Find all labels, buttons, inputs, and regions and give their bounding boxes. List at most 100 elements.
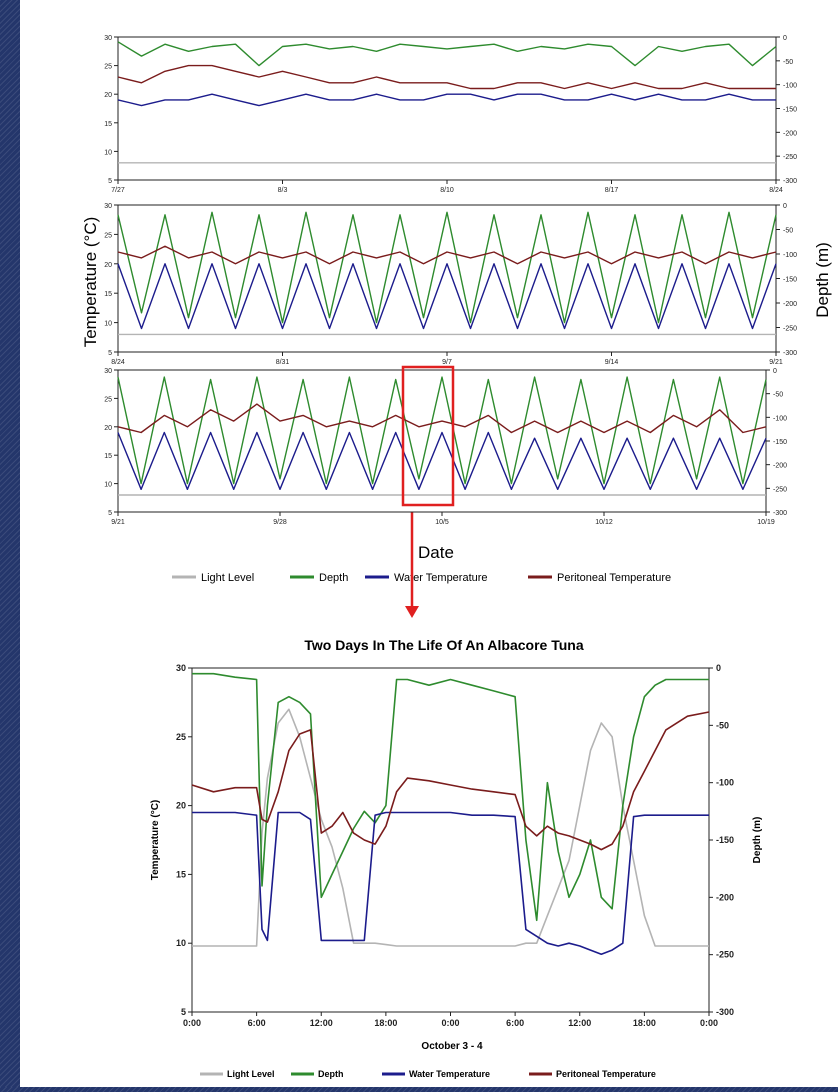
panel-1-y-right-tick-label: -250: [783, 154, 797, 161]
top-y-right-label: Depth (m): [813, 242, 832, 318]
panel-4-series-peritoneal-temperature: [191, 711, 710, 851]
panel-1-y-left-tick-label: 20: [104, 92, 112, 99]
figure-canvas: Temperature (°C) Depth (m) Date Light Le…: [81, 35, 832, 1079]
panel-3-y-right-tick-label: -250: [773, 486, 787, 493]
panel-2-y-right-tick-label: -250: [783, 326, 797, 333]
legend-water-label: Water Temperature: [394, 572, 488, 584]
panel-2-y-right-tick-label: 0: [783, 203, 787, 210]
panel-3-plot-frame: [117, 369, 767, 513]
panel-3-y-left-tick-label: 5: [108, 510, 112, 517]
panel-1-y-left-tick-label: 15: [104, 121, 112, 128]
panel-4-y-right-tick-label: -100: [716, 778, 734, 788]
panel-1-series-water-temperature: [117, 93, 776, 107]
panel-1-y-left-tick-label: 10: [104, 149, 112, 156]
figure-panel: Temperature (°C) Depth (m) Date Light Le…: [20, 0, 838, 1087]
panel-3-x-tick-label: 9/21: [111, 519, 125, 526]
bottom-y-right-label: Depth (m): [752, 817, 763, 864]
panel-4-y-left-tick-label: 5: [181, 1007, 186, 1017]
panel-2-series-peritoneal-temperature: [117, 245, 777, 265]
panel-1-plot-frame: [117, 36, 777, 181]
bottom-legend: Light Level Depth Water Temperature Peri…: [200, 1069, 656, 1079]
panel-2-x-tick-label: 8/31: [276, 359, 290, 366]
panel-2-y-left-tick-label: 25: [104, 232, 112, 239]
panel-4-y-right-tick-label: -250: [716, 950, 734, 960]
panel-4-x-tick-label: 0:00: [700, 1018, 718, 1028]
panel-4-y-right-tick-label: -150: [716, 835, 734, 845]
panel-1-y-right-tick-label: -150: [783, 107, 797, 114]
panel-1-y-right-tick-label: -200: [783, 130, 797, 137]
panel-4-x-tick-label: 18:00: [374, 1018, 397, 1028]
panel-1-x-tick-label: 8/3: [278, 187, 288, 194]
legend-light-label: Light Level: [201, 572, 254, 584]
panel-3-x-tick-label: 10/12: [595, 519, 613, 526]
panel-2-y-left-tick-label: 15: [104, 291, 112, 298]
panel-1-series-peritoneal-temperature: [117, 64, 776, 90]
panel-4-y-left-tick-label: 30: [176, 663, 186, 673]
panel-2-x-tick-label: 9/21: [769, 359, 783, 366]
panel-3-y-right-tick-label: -300: [773, 510, 787, 517]
legend-depth-label: Depth: [318, 1069, 344, 1079]
panel-4-x-tick-label: 0:00: [183, 1018, 201, 1028]
panel-3-y-left-tick-label: 15: [104, 453, 112, 460]
highlight-box: [401, 365, 455, 507]
panel-1-x-tick-label: 8/24: [769, 187, 783, 194]
panel-4-y-left-tick-label: 10: [176, 938, 186, 948]
panel-4-x-tick-label: 12:00: [568, 1018, 591, 1028]
panel-3-y-right-tick-label: -150: [773, 439, 787, 446]
panel-4-x-tick-label: 18:00: [633, 1018, 656, 1028]
panel-1-y-left-tick-label: 30: [104, 35, 112, 42]
panel-4-y-right-tick-label: -200: [716, 892, 734, 902]
panel-3-y-left-tick-label: 10: [104, 482, 112, 489]
panel-4-y-left-tick-label: 20: [176, 801, 186, 811]
top-legend: Light Level Depth Water Temperature Peri…: [172, 572, 671, 584]
zoom-arrow-head: [405, 606, 419, 618]
panel-3-series-water-temperature: [117, 431, 767, 490]
panel-3-y-right-tick-label: -50: [773, 392, 783, 399]
legend-peritoneal-label: Peritoneal Temperature: [556, 1069, 656, 1079]
panel-4-y-right-tick-label: -50: [716, 720, 729, 730]
panel-1-x-tick-label: 7/27: [111, 187, 125, 194]
panel-3-x-tick-label: 9/28: [273, 519, 287, 526]
panel-1-y-right-tick-label: -50: [783, 59, 793, 66]
panel-1-y-right-tick-label: 0: [783, 35, 787, 42]
bottom-x-label: October 3 - 4: [421, 1041, 483, 1052]
panel-3-y-left-tick-label: 30: [104, 368, 112, 375]
bottom-title: Two Days In The Life Of An Albacore Tuna: [304, 637, 583, 653]
panel-2-x-tick-label: 8/24: [111, 359, 125, 366]
legend-depth-label: Depth: [319, 572, 348, 584]
panel-4-y-left-tick-label: 25: [176, 732, 186, 742]
legend-water-label: Water Temperature: [409, 1069, 490, 1079]
panel-3-y-right-tick-label: -200: [773, 463, 787, 470]
panel-4-series-water-temperature: [192, 811, 709, 956]
top-x-label: Date: [418, 543, 454, 562]
panel-2-y-left-tick-label: 20: [104, 262, 112, 269]
panel-3-y-right-tick-label: -100: [773, 415, 787, 422]
panel-2-plot-frame: [117, 204, 777, 353]
panel-1-x-tick-label: 8/10: [440, 187, 454, 194]
panel-3-x-tick-label: 10/5: [435, 519, 449, 526]
panel-3-series-peritoneal-temperature: [117, 403, 767, 434]
panel-4-y-right-tick-label: -300: [716, 1007, 734, 1017]
panel-4-x-tick-label: 0:00: [441, 1018, 459, 1028]
panel-4-x-tick-label: 6:00: [248, 1018, 266, 1028]
panel-2-y-right-tick-label: -150: [783, 277, 797, 284]
panel-1-y-right-tick-label: -300: [783, 178, 797, 185]
panel-4-series-light-level: [192, 708, 709, 947]
panel-3-y-right-tick-label: 0: [773, 368, 777, 375]
bottom-y-left-label: Temperature (°C): [150, 800, 161, 881]
panel-2-x-tick-label: 9/14: [605, 359, 619, 366]
panel-3-y-left-tick-label: 20: [104, 425, 112, 432]
legend-peritoneal-label: Peritoneal Temperature: [557, 572, 671, 584]
panel-2-y-right-tick-label: -100: [783, 252, 797, 259]
panel-3-series-depth: [117, 376, 767, 485]
panel-1-y-right-tick-label: -100: [783, 83, 797, 90]
panel-1-y-left-tick-label: 5: [108, 178, 112, 185]
panel-2-series-water-temperature: [117, 263, 777, 330]
panel-3-y-left-tick-label: 25: [104, 396, 112, 403]
panel-4-y-left-tick-label: 15: [176, 869, 186, 879]
panel-1-series-depth: [117, 41, 777, 67]
panel-1-x-tick-label: 8/17: [605, 187, 619, 194]
panel-4-x-tick-label: 6:00: [506, 1018, 524, 1028]
panel-4-series-depth: [192, 672, 709, 922]
panel-2-y-right-tick-label: -50: [783, 228, 793, 235]
